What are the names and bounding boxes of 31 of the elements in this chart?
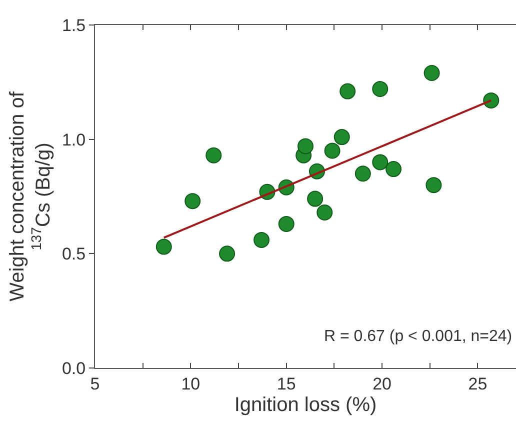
- point: [340, 83, 356, 100]
- point: [316, 204, 333, 221]
- point: [219, 246, 236, 262]
- y-tick-label: 1.5: [62, 16, 86, 35]
- point: [334, 129, 350, 146]
- point: [206, 147, 222, 164]
- point: [298, 138, 314, 154]
- x-axis-title: Ignition loss (%): [234, 394, 377, 416]
- y-tick-label: 0.5: [62, 244, 86, 264]
- point: [372, 154, 388, 170]
- y-tick-label: 0.0: [62, 358, 86, 378]
- x-tick-label: 20: [372, 374, 392, 394]
- y-tick-label: 1.0: [62, 130, 86, 150]
- x-tick-label: 5: [90, 374, 100, 394]
- x-tick-label: 10: [181, 374, 200, 394]
- annotation: R = 0.67 (p < 0.001, n=24): [324, 328, 512, 345]
- point: [324, 142, 340, 159]
- point: [372, 81, 388, 98]
- point: [426, 177, 442, 194]
- point: [156, 238, 172, 255]
- point: [184, 193, 201, 210]
- x-tick-label: 25: [468, 374, 488, 394]
- point: [424, 65, 440, 82]
- point: [253, 232, 270, 248]
- point: [278, 216, 294, 232]
- x-tick-label: 15: [276, 374, 296, 394]
- point: [307, 190, 324, 207]
- y-axis-title: Weight concentration of $^{137}$Cs (Bq/g): [6, 91, 54, 302]
- point: [483, 92, 500, 108]
- point: [386, 161, 402, 178]
- point: [354, 166, 371, 182]
